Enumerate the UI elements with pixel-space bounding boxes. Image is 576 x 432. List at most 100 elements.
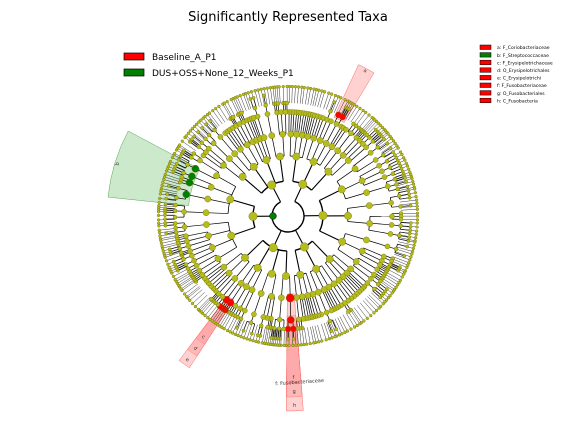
clade-branch xyxy=(235,125,248,146)
taxon-node xyxy=(264,111,271,117)
taxon-node xyxy=(265,324,271,330)
taxon-node xyxy=(402,272,406,276)
taxon-node xyxy=(365,316,369,320)
taxon-node xyxy=(189,155,194,160)
taxon-node xyxy=(188,129,193,133)
clade-branch xyxy=(333,129,347,149)
taxon-node xyxy=(364,132,369,138)
taxon-node xyxy=(384,243,391,250)
clade-branch xyxy=(315,118,324,140)
taxon-node xyxy=(231,275,239,282)
clade-branch xyxy=(223,165,242,180)
taxon-node xyxy=(173,262,177,267)
taxon-node xyxy=(235,95,239,99)
taxon-node xyxy=(258,323,264,328)
taxon-node xyxy=(268,86,272,90)
clade-branch xyxy=(294,112,297,135)
clade-branch xyxy=(210,270,228,287)
taxon-node xyxy=(158,192,162,196)
taxon-node xyxy=(372,286,377,292)
taxon-node xyxy=(178,143,182,147)
clade-branch xyxy=(355,261,375,275)
taxon-node xyxy=(327,337,332,341)
clade-branch xyxy=(330,257,348,274)
taxon-node xyxy=(178,250,184,255)
clade-branch xyxy=(207,198,230,204)
taxon-node xyxy=(355,104,359,108)
taxon-node xyxy=(292,152,301,161)
taxon-node xyxy=(312,341,316,345)
taxon-node xyxy=(260,314,267,320)
taxon-node xyxy=(393,246,399,252)
clade-branch xyxy=(204,264,223,279)
taxon-node xyxy=(208,317,212,322)
taxon-node xyxy=(358,322,362,326)
clade-branch xyxy=(224,132,239,151)
group-legend-swatch-baseline xyxy=(123,52,145,61)
clade-branch xyxy=(319,188,343,201)
taxon-node xyxy=(161,249,165,253)
clade-branch xyxy=(263,137,271,159)
clade-branch xyxy=(327,287,339,308)
clade-branch xyxy=(324,150,338,169)
taxon-node xyxy=(156,213,161,218)
taxon-node xyxy=(157,200,161,204)
taxon-node xyxy=(386,296,391,300)
taxon-node xyxy=(173,151,177,155)
taxon-node xyxy=(285,293,295,303)
clade-branch xyxy=(301,296,307,319)
taxon-node xyxy=(309,157,318,166)
clade-branch xyxy=(366,239,388,247)
taxon-node xyxy=(324,338,328,342)
clade-branch xyxy=(347,271,365,287)
clade-branch xyxy=(296,297,300,320)
taxon-node xyxy=(377,306,381,310)
taxon-node xyxy=(287,130,295,138)
taxon-node xyxy=(415,214,420,218)
clade-branch xyxy=(243,121,254,142)
taxon-node xyxy=(338,237,347,246)
taxon-node xyxy=(398,204,403,209)
taxon-node xyxy=(343,98,347,102)
taxon-node xyxy=(352,258,360,265)
taxon-node xyxy=(190,127,195,131)
taxon-node xyxy=(325,255,334,263)
clade-branch xyxy=(345,192,367,200)
taxon-node xyxy=(173,225,178,231)
taxon-node xyxy=(196,130,200,134)
taxon-node xyxy=(243,283,250,290)
taxon-node xyxy=(387,231,394,237)
taxon-node xyxy=(282,343,286,348)
taxon-node xyxy=(364,110,368,115)
taxon-node xyxy=(225,100,229,104)
clade-branch xyxy=(230,198,255,207)
taxon-node xyxy=(407,195,412,200)
taxon-node xyxy=(329,329,334,333)
taxon-node xyxy=(203,136,208,142)
taxon-node xyxy=(235,326,239,330)
taxon-node xyxy=(262,156,271,164)
taxon-node xyxy=(287,343,291,348)
clade-branch xyxy=(242,176,262,194)
taxon-node xyxy=(367,135,372,140)
clade-branch xyxy=(271,249,280,274)
clade-branch xyxy=(296,112,300,135)
taxon-node xyxy=(157,228,161,232)
clade-branch xyxy=(253,117,262,139)
taxon-node xyxy=(225,328,230,333)
clade-branch xyxy=(343,275,360,293)
taxon-node xyxy=(404,161,408,165)
taxon-node xyxy=(324,167,333,176)
taxa-legend-label: d: O_Erysipelotrichales xyxy=(497,68,550,74)
taxon-node xyxy=(249,162,258,171)
clade-branch xyxy=(246,120,257,141)
clade-branch xyxy=(239,288,251,309)
taxon-node xyxy=(364,280,371,286)
taxon-node xyxy=(384,183,391,190)
taxon-node xyxy=(248,211,258,221)
taxon-node xyxy=(339,96,343,100)
taxon-node xyxy=(168,159,173,164)
taxon-node xyxy=(233,332,238,336)
taxon-node xyxy=(257,290,265,297)
clade-branch xyxy=(266,296,272,318)
